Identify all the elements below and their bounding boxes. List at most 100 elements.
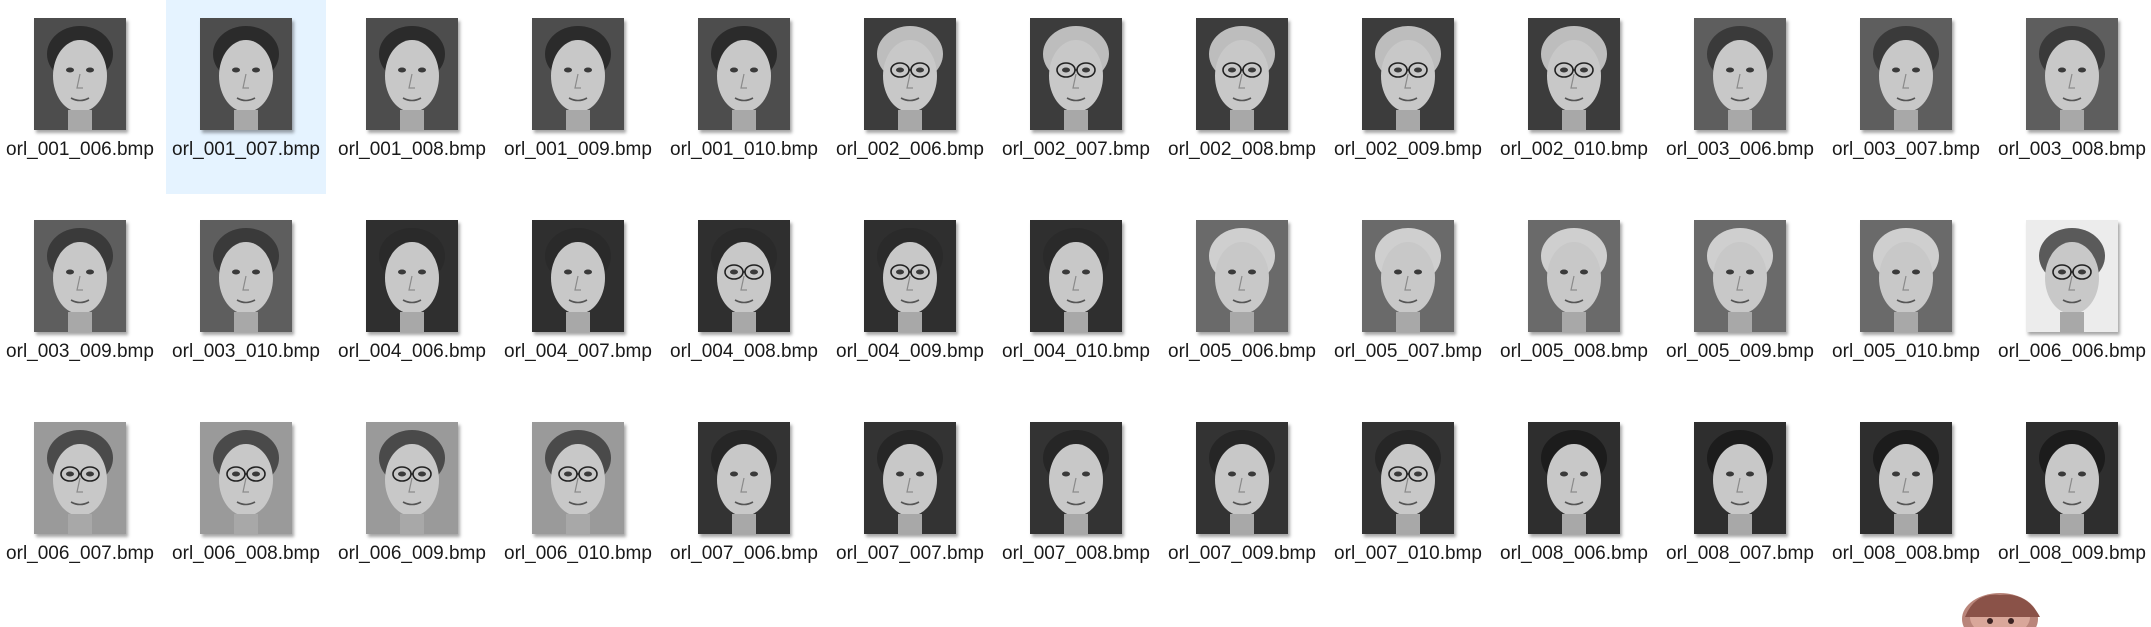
file-name-label: orl_006_006.bmp: [1998, 341, 2146, 362]
file-item[interactable]: orl_002_007.bmp: [996, 0, 1156, 194]
face-thumbnail[interactable]: [532, 18, 624, 130]
face-thumbnail[interactable]: [1694, 220, 1786, 332]
face-thumbnail[interactable]: [34, 220, 126, 332]
face-thumbnail[interactable]: [200, 18, 292, 130]
corner-mascot-icon[interactable]: [1955, 587, 2055, 627]
face-thumbnail[interactable]: [532, 422, 624, 534]
file-item[interactable]: orl_002_010.bmp: [1494, 0, 1654, 194]
face-thumbnail[interactable]: [698, 422, 790, 534]
file-item[interactable]: orl_001_009.bmp: [498, 0, 658, 194]
file-item[interactable]: orl_005_010.bmp: [1826, 202, 1986, 396]
face-thumbnail[interactable]: [864, 220, 956, 332]
file-item[interactable]: orl_004_008.bmp: [664, 202, 824, 396]
file-name-label: orl_005_009.bmp: [1666, 341, 1814, 362]
face-thumbnail[interactable]: [864, 422, 956, 534]
face-thumbnail[interactable]: [366, 220, 458, 332]
file-name-label: orl_004_008.bmp: [670, 341, 818, 362]
face-thumbnail[interactable]: [1694, 422, 1786, 534]
file-item[interactable]: orl_005_009.bmp: [1660, 202, 1820, 396]
file-name-label: orl_001_007.bmp: [172, 139, 320, 160]
file-item[interactable]: orl_003_008.bmp: [1992, 0, 2151, 194]
face-thumbnail[interactable]: [200, 422, 292, 534]
face-thumbnail[interactable]: [1528, 18, 1620, 130]
face-thumbnail[interactable]: [1694, 18, 1786, 130]
file-item[interactable]: orl_006_007.bmp: [0, 404, 160, 598]
face-thumbnail[interactable]: [2026, 220, 2118, 332]
file-item[interactable]: orl_005_006.bmp: [1162, 202, 1322, 396]
file-item[interactable]: orl_008_006.bmp: [1494, 404, 1654, 598]
file-item[interactable]: orl_001_006.bmp: [0, 0, 160, 194]
file-item[interactable]: orl_007_009.bmp: [1162, 404, 1322, 598]
face-thumbnail[interactable]: [1196, 18, 1288, 130]
file-item[interactable]: orl_004_010.bmp: [996, 202, 1156, 396]
file-name-label: orl_003_007.bmp: [1832, 139, 1980, 160]
face-thumbnail[interactable]: [698, 220, 790, 332]
file-name-label: orl_006_009.bmp: [338, 543, 486, 564]
face-thumbnail[interactable]: [200, 220, 292, 332]
file-item[interactable]: orl_008_007.bmp: [1660, 404, 1820, 598]
file-item[interactable]: orl_001_007.bmp: [166, 0, 326, 194]
face-thumbnail[interactable]: [864, 18, 956, 130]
file-item[interactable]: orl_004_009.bmp: [830, 202, 990, 396]
file-name-label: orl_005_007.bmp: [1334, 341, 1482, 362]
file-name-label: orl_004_007.bmp: [504, 341, 652, 362]
file-name-label: orl_001_009.bmp: [504, 139, 652, 160]
face-thumbnail[interactable]: [1528, 422, 1620, 534]
face-thumbnail[interactable]: [34, 422, 126, 534]
file-item[interactable]: orl_006_009.bmp: [332, 404, 492, 598]
file-item[interactable]: orl_007_010.bmp: [1328, 404, 1488, 598]
face-thumbnail[interactable]: [698, 18, 790, 130]
file-name-label: orl_004_010.bmp: [1002, 341, 1150, 362]
file-item[interactable]: orl_004_007.bmp: [498, 202, 658, 396]
face-thumbnail[interactable]: [1030, 422, 1122, 534]
file-name-label: orl_007_008.bmp: [1002, 543, 1150, 564]
file-item[interactable]: orl_003_009.bmp: [0, 202, 160, 396]
file-item[interactable]: orl_007_006.bmp: [664, 404, 824, 598]
file-item[interactable]: orl_003_010.bmp: [166, 202, 326, 396]
file-item[interactable]: orl_005_007.bmp: [1328, 202, 1488, 396]
file-item[interactable]: orl_008_008.bmp: [1826, 404, 1986, 598]
face-thumbnail[interactable]: [1860, 220, 1952, 332]
file-item[interactable]: orl_006_008.bmp: [166, 404, 326, 598]
face-thumbnail[interactable]: [1860, 422, 1952, 534]
file-name-label: orl_007_009.bmp: [1168, 543, 1316, 564]
face-thumbnail[interactable]: [1860, 18, 1952, 130]
face-thumbnail[interactable]: [34, 18, 126, 130]
face-thumbnail[interactable]: [1362, 422, 1454, 534]
file-name-label: orl_004_009.bmp: [836, 341, 984, 362]
file-item[interactable]: orl_008_009.bmp: [1992, 404, 2151, 598]
file-item[interactable]: orl_004_006.bmp: [332, 202, 492, 396]
face-thumbnail[interactable]: [2026, 18, 2118, 130]
face-thumbnail[interactable]: [1030, 18, 1122, 130]
file-grid: orl_001_006.bmp orl_001_007.bmp orl_001_00…: [0, 0, 2151, 598]
file-item[interactable]: orl_006_010.bmp: [498, 404, 658, 598]
file-item[interactable]: orl_005_008.bmp: [1494, 202, 1654, 396]
face-thumbnail[interactable]: [1196, 220, 1288, 332]
file-name-label: orl_002_008.bmp: [1168, 139, 1316, 160]
face-thumbnail[interactable]: [1528, 220, 1620, 332]
face-thumbnail[interactable]: [532, 220, 624, 332]
file-item[interactable]: orl_002_006.bmp: [830, 0, 990, 194]
file-item[interactable]: orl_001_010.bmp: [664, 0, 824, 194]
face-thumbnail[interactable]: [1030, 220, 1122, 332]
face-thumbnail[interactable]: [1196, 422, 1288, 534]
file-name-label: orl_003_009.bmp: [6, 341, 154, 362]
file-item[interactable]: orl_002_008.bmp: [1162, 0, 1322, 194]
file-item[interactable]: orl_006_006.bmp: [1992, 202, 2151, 396]
file-item[interactable]: orl_003_006.bmp: [1660, 0, 1820, 194]
face-thumbnail[interactable]: [1362, 18, 1454, 130]
file-item[interactable]: orl_002_009.bmp: [1328, 0, 1488, 194]
face-thumbnail[interactable]: [2026, 422, 2118, 534]
file-name-label: orl_006_007.bmp: [6, 543, 154, 564]
face-thumbnail[interactable]: [1362, 220, 1454, 332]
file-name-label: orl_008_006.bmp: [1500, 543, 1648, 564]
file-item[interactable]: orl_003_007.bmp: [1826, 0, 1986, 194]
file-item[interactable]: orl_007_007.bmp: [830, 404, 990, 598]
file-name-label: orl_001_008.bmp: [338, 139, 486, 160]
file-name-label: orl_005_008.bmp: [1500, 341, 1648, 362]
face-thumbnail[interactable]: [366, 18, 458, 130]
face-thumbnail[interactable]: [366, 422, 458, 534]
file-item[interactable]: orl_007_008.bmp: [996, 404, 1156, 598]
file-item[interactable]: orl_001_008.bmp: [332, 0, 492, 194]
file-name-label: orl_003_006.bmp: [1666, 139, 1814, 160]
